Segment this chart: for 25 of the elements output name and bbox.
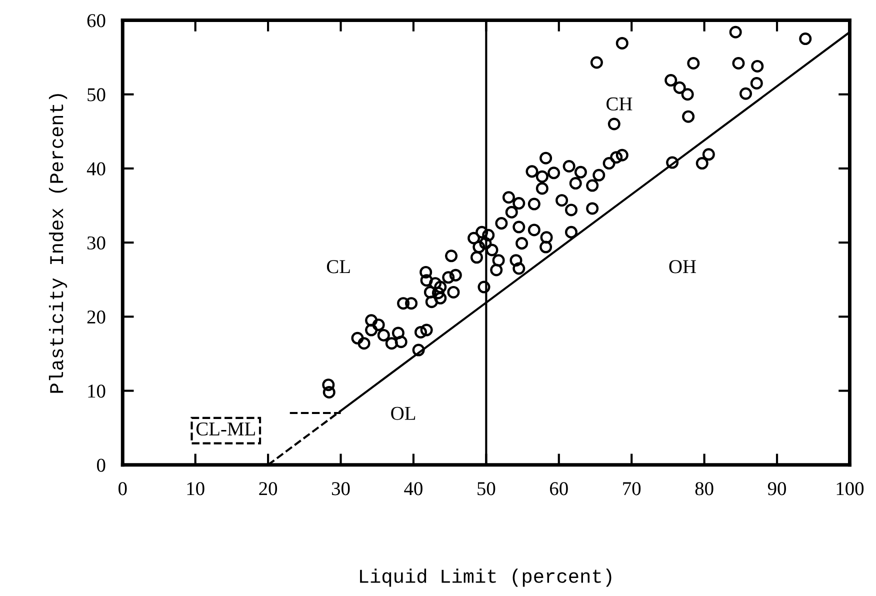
annotation: OH [669, 260, 696, 274]
x-tick-label: 100 [836, 482, 864, 496]
x-tick-label: 10 [187, 482, 204, 496]
x-tick-label: 60 [550, 482, 568, 496]
x-tick-label: 70 [623, 482, 641, 496]
y-tick-label: 20 [87, 310, 106, 324]
x-tick-label: 80 [695, 482, 714, 496]
y-axis-title: Plasticity Index (Percent) [48, 94, 68, 393]
x-tick-label: 50 [478, 482, 496, 496]
x-axis-title: Liquid Limit (percent) [360, 568, 612, 587]
y-tick-label: 40 [86, 162, 106, 176]
annotation: CH [606, 97, 632, 110]
y-tick-label: 10 [88, 384, 106, 398]
y-tick-label: 50 [88, 88, 106, 102]
x-tick-label: 40 [404, 482, 422, 496]
x-tick-label: 20 [259, 482, 278, 496]
y-tick-label: 30 [87, 236, 106, 250]
x-tick-label: 0 [118, 482, 127, 496]
annotation: OL [391, 406, 416, 420]
y-tick-label: 0 [96, 458, 106, 472]
x-tick-label: 30 [332, 482, 350, 496]
y-tick-label: 60 [87, 14, 106, 28]
x-tick-label: 90 [768, 482, 786, 496]
annotation: CL-ML [196, 422, 255, 436]
annotation: CL [326, 260, 350, 274]
